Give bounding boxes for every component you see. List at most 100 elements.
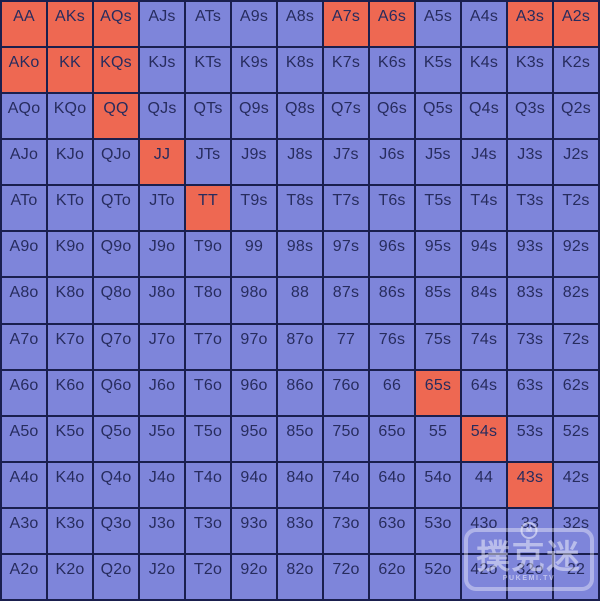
- hand-cell-KTo[interactable]: KTo: [48, 186, 92, 231]
- hand-cell-53s[interactable]: 53s: [508, 416, 552, 461]
- hand-cell-J6o[interactable]: J6o: [140, 370, 184, 415]
- hand-cell-A9s[interactable]: A9s: [232, 2, 276, 47]
- hand-cell-92o[interactable]: 92o: [232, 554, 276, 599]
- hand-cell-Q2o[interactable]: Q2o: [94, 554, 138, 599]
- hand-cell-Q5o[interactable]: Q5o: [94, 416, 138, 461]
- hand-cell-62s[interactable]: 62s: [554, 370, 598, 415]
- hand-cell-54s[interactable]: 54s: [462, 416, 506, 461]
- hand-cell-K6s[interactable]: K6s: [370, 48, 414, 93]
- hand-cell-KQo[interactable]: KQo: [48, 94, 92, 139]
- hand-cell-T8s[interactable]: T8s: [278, 186, 322, 231]
- hand-cell-A7s[interactable]: A7s: [324, 2, 368, 47]
- hand-cell-52s[interactable]: 52s: [554, 416, 598, 461]
- hand-cell-J9o[interactable]: J9o: [140, 232, 184, 277]
- hand-cell-82s[interactable]: 82s: [554, 278, 598, 323]
- hand-cell-T2s[interactable]: T2s: [554, 186, 598, 231]
- hand-cell-77[interactable]: 77: [324, 324, 368, 369]
- hand-cell-53o[interactable]: 53o: [416, 508, 460, 553]
- hand-cell-88[interactable]: 88: [278, 278, 322, 323]
- hand-cell-AKo[interactable]: AKo: [2, 48, 46, 93]
- hand-cell-32s[interactable]: 32s: [554, 508, 598, 553]
- hand-cell-T8o[interactable]: T8o: [186, 278, 230, 323]
- hand-cell-83s[interactable]: 83s: [508, 278, 552, 323]
- hand-cell-T7o[interactable]: T7o: [186, 324, 230, 369]
- hand-cell-A8o[interactable]: A8o: [2, 278, 46, 323]
- hand-cell-85s[interactable]: 85s: [416, 278, 460, 323]
- hand-cell-K7s[interactable]: K7s: [324, 48, 368, 93]
- hand-cell-42s[interactable]: 42s: [554, 462, 598, 507]
- hand-cell-T6s[interactable]: T6s: [370, 186, 414, 231]
- hand-cell-A5s[interactable]: A5s: [416, 2, 460, 47]
- hand-cell-K2s[interactable]: K2s: [554, 48, 598, 93]
- hand-cell-64s[interactable]: 64s: [462, 370, 506, 415]
- hand-cell-Q9s[interactable]: Q9s: [232, 94, 276, 139]
- hand-cell-98s[interactable]: 98s: [278, 232, 322, 277]
- hand-cell-A6s[interactable]: A6s: [370, 2, 414, 47]
- hand-cell-94o[interactable]: 94o: [232, 462, 276, 507]
- hand-cell-52o[interactable]: 52o: [416, 554, 460, 599]
- hand-cell-QJo[interactable]: QJo: [94, 140, 138, 185]
- hand-cell-A8s[interactable]: A8s: [278, 2, 322, 47]
- hand-cell-Q2s[interactable]: Q2s: [554, 94, 598, 139]
- hand-cell-J4s[interactable]: J4s: [462, 140, 506, 185]
- hand-cell-J8s[interactable]: J8s: [278, 140, 322, 185]
- hand-cell-KTs[interactable]: KTs: [186, 48, 230, 93]
- hand-cell-AJo[interactable]: AJo: [2, 140, 46, 185]
- hand-cell-Q4o[interactable]: Q4o: [94, 462, 138, 507]
- hand-cell-Q9o[interactable]: Q9o: [94, 232, 138, 277]
- hand-cell-TT[interactable]: TT: [186, 186, 230, 231]
- hand-cell-J2o[interactable]: J2o: [140, 554, 184, 599]
- hand-cell-87s[interactable]: 87s: [324, 278, 368, 323]
- hand-cell-J5s[interactable]: J5s: [416, 140, 460, 185]
- hand-cell-75s[interactable]: 75s: [416, 324, 460, 369]
- hand-cell-86s[interactable]: 86s: [370, 278, 414, 323]
- hand-cell-JJ[interactable]: JJ: [140, 140, 184, 185]
- hand-cell-82o[interactable]: 82o: [278, 554, 322, 599]
- hand-cell-97o[interactable]: 97o: [232, 324, 276, 369]
- hand-cell-75o[interactable]: 75o: [324, 416, 368, 461]
- hand-cell-J9s[interactable]: J9s: [232, 140, 276, 185]
- hand-cell-A4o[interactable]: A4o: [2, 462, 46, 507]
- hand-cell-Q4s[interactable]: Q4s: [462, 94, 506, 139]
- hand-cell-J3s[interactable]: J3s: [508, 140, 552, 185]
- hand-cell-86o[interactable]: 86o: [278, 370, 322, 415]
- hand-cell-K6o[interactable]: K6o: [48, 370, 92, 415]
- hand-cell-54o[interactable]: 54o: [416, 462, 460, 507]
- hand-cell-Q6o[interactable]: Q6o: [94, 370, 138, 415]
- hand-cell-Q7o[interactable]: Q7o: [94, 324, 138, 369]
- hand-cell-QQ[interactable]: QQ: [94, 94, 138, 139]
- hand-cell-96o[interactable]: 96o: [232, 370, 276, 415]
- hand-cell-66[interactable]: 66: [370, 370, 414, 415]
- hand-cell-98o[interactable]: 98o: [232, 278, 276, 323]
- hand-cell-A7o[interactable]: A7o: [2, 324, 46, 369]
- hand-cell-32o[interactable]: 32o: [508, 554, 552, 599]
- hand-cell-Q6s[interactable]: Q6s: [370, 94, 414, 139]
- hand-cell-A5o[interactable]: A5o: [2, 416, 46, 461]
- hand-cell-83o[interactable]: 83o: [278, 508, 322, 553]
- hand-cell-J8o[interactable]: J8o: [140, 278, 184, 323]
- hand-cell-J7s[interactable]: J7s: [324, 140, 368, 185]
- hand-cell-76s[interactable]: 76s: [370, 324, 414, 369]
- hand-cell-QTs[interactable]: QTs: [186, 94, 230, 139]
- hand-cell-33[interactable]: 33: [508, 508, 552, 553]
- hand-cell-73o[interactable]: 73o: [324, 508, 368, 553]
- hand-cell-J2s[interactable]: J2s: [554, 140, 598, 185]
- hand-cell-65o[interactable]: 65o: [370, 416, 414, 461]
- hand-cell-K8o[interactable]: K8o: [48, 278, 92, 323]
- hand-cell-43s[interactable]: 43s: [508, 462, 552, 507]
- hand-cell-K2o[interactable]: K2o: [48, 554, 92, 599]
- hand-cell-A6o[interactable]: A6o: [2, 370, 46, 415]
- hand-cell-Q5s[interactable]: Q5s: [416, 94, 460, 139]
- hand-cell-A3s[interactable]: A3s: [508, 2, 552, 47]
- hand-cell-K7o[interactable]: K7o: [48, 324, 92, 369]
- hand-cell-74o[interactable]: 74o: [324, 462, 368, 507]
- hand-cell-62o[interactable]: 62o: [370, 554, 414, 599]
- hand-cell-T9o[interactable]: T9o: [186, 232, 230, 277]
- hand-cell-K5s[interactable]: K5s: [416, 48, 460, 93]
- hand-cell-K9s[interactable]: K9s: [232, 48, 276, 93]
- hand-cell-A2s[interactable]: A2s: [554, 2, 598, 47]
- hand-cell-A2o[interactable]: A2o: [2, 554, 46, 599]
- hand-cell-T5s[interactable]: T5s: [416, 186, 460, 231]
- hand-cell-74s[interactable]: 74s: [462, 324, 506, 369]
- hand-cell-AKs[interactable]: AKs: [48, 2, 92, 47]
